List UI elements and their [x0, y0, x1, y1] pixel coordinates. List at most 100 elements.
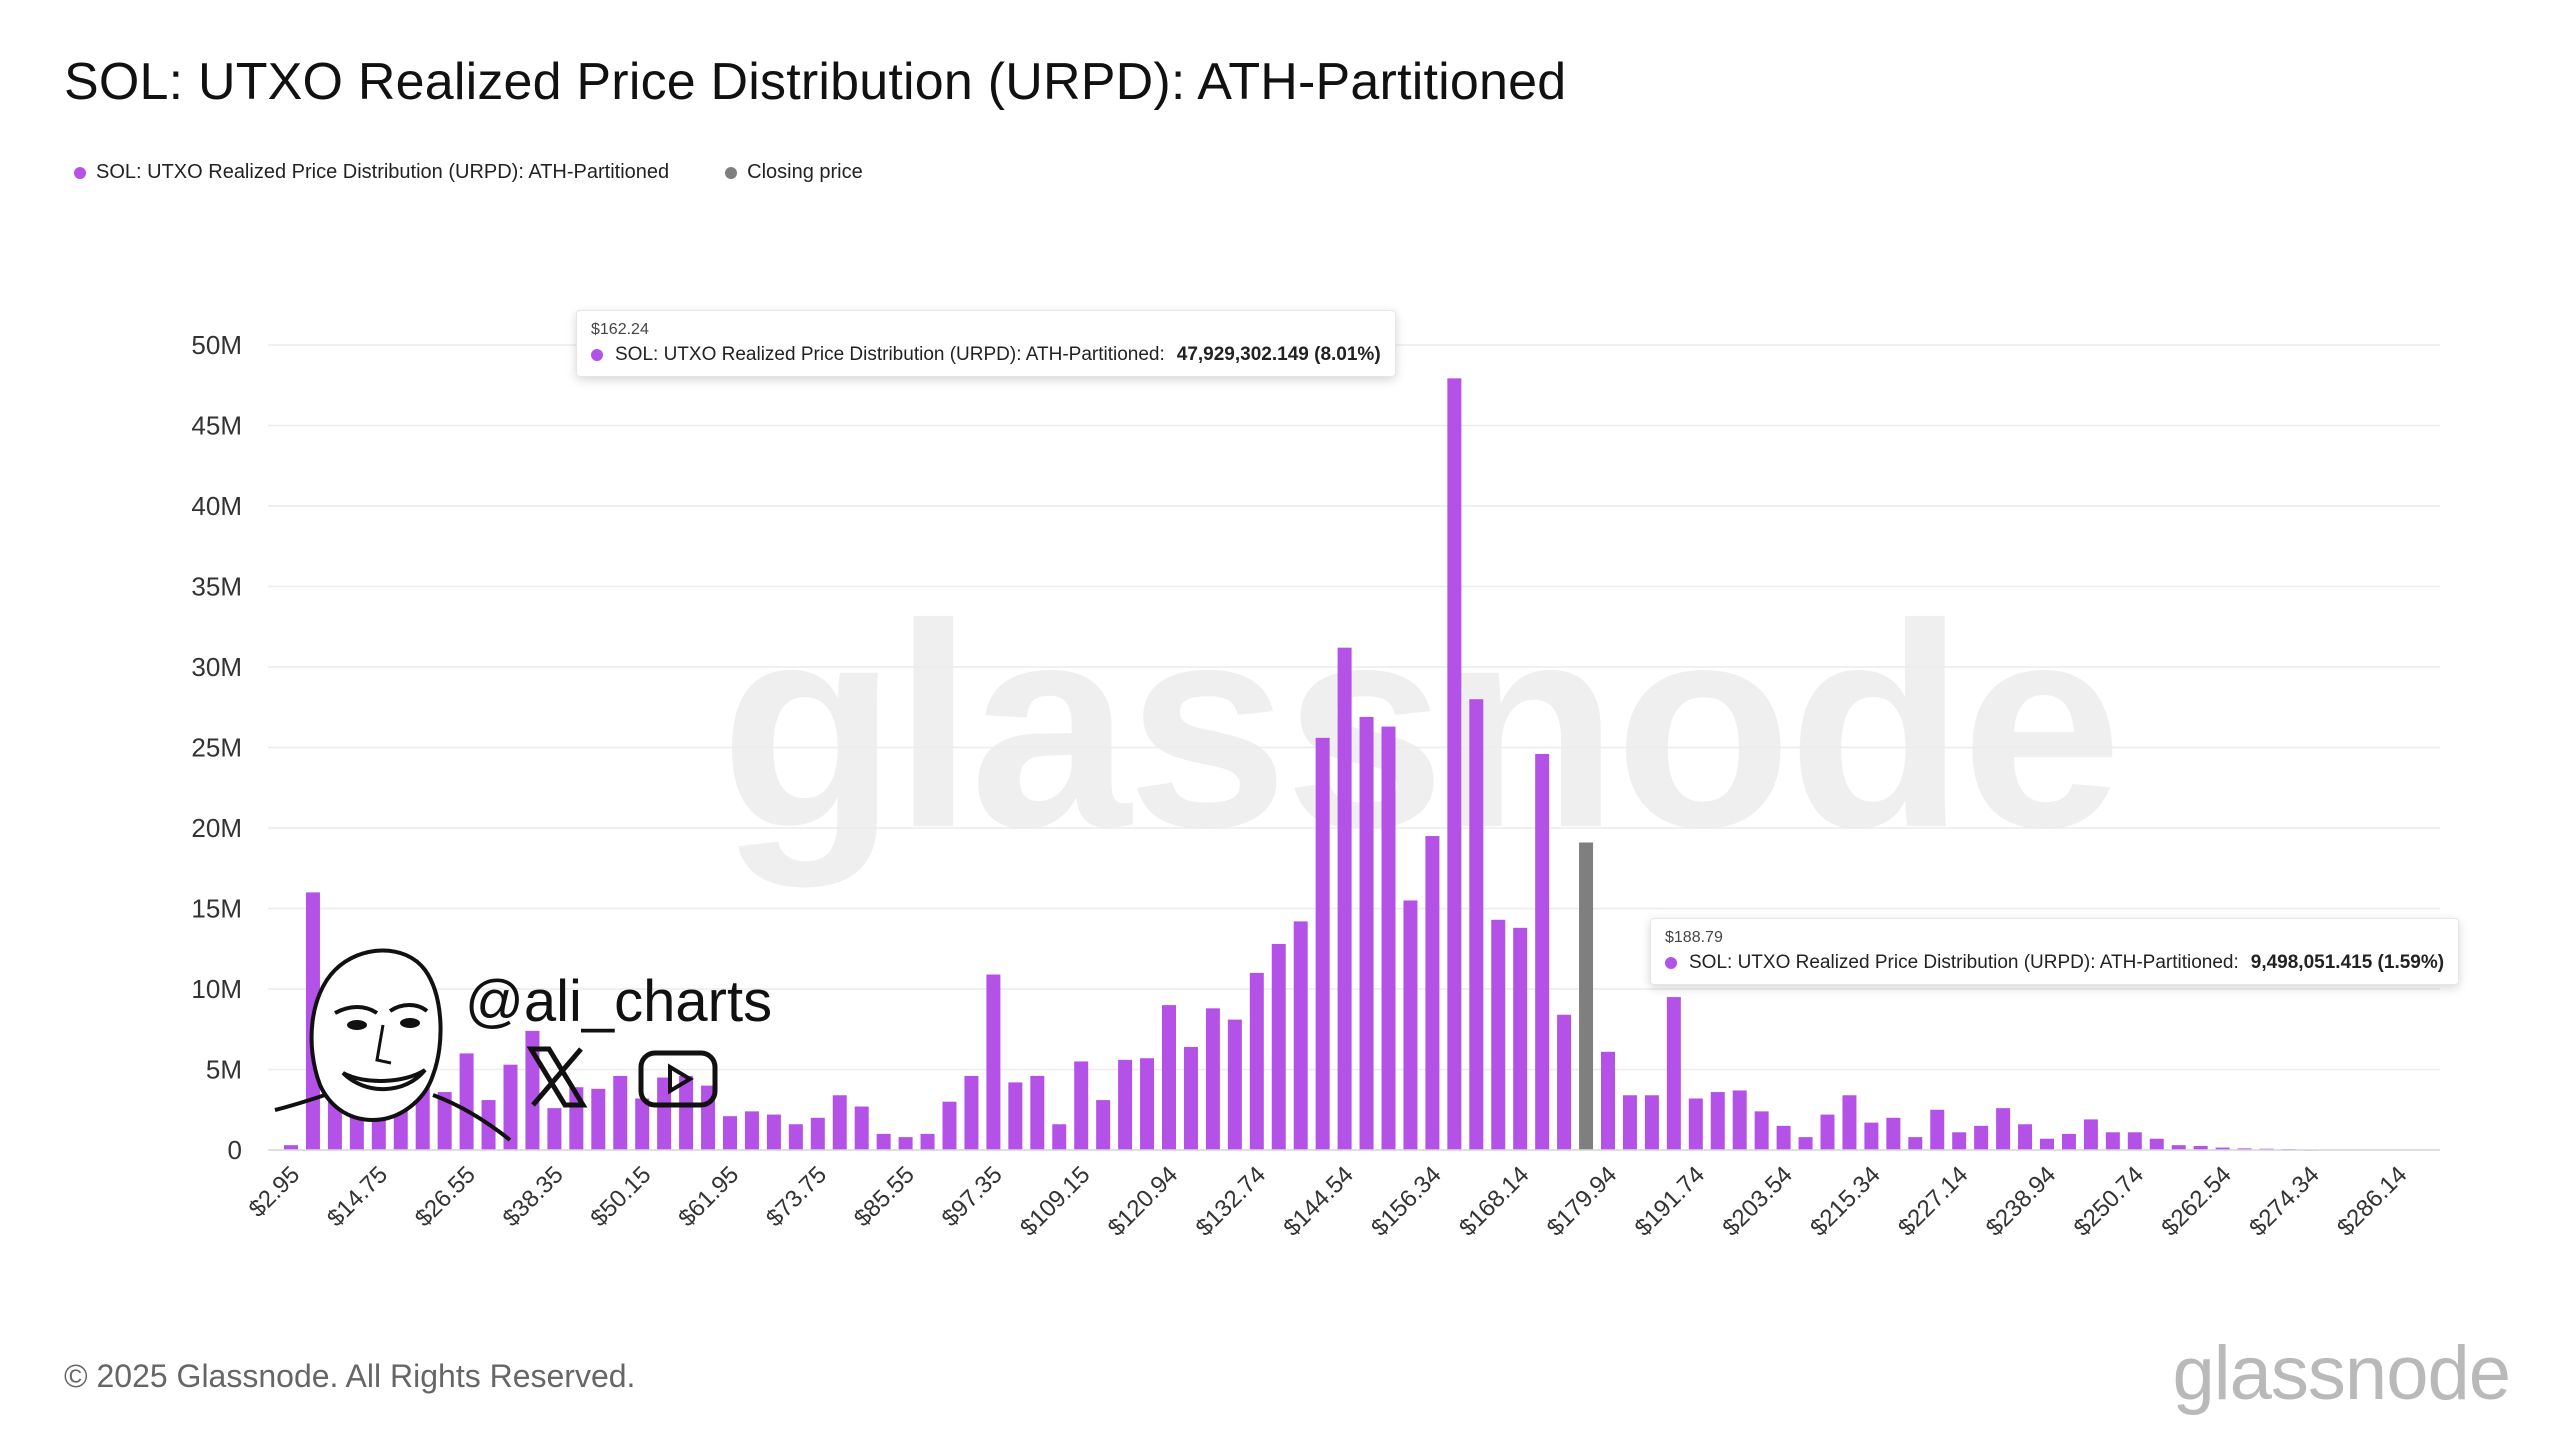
urpd-bar[interactable]	[657, 1077, 672, 1150]
urpd-bar[interactable]	[1732, 1090, 1747, 1150]
urpd-bar[interactable]	[1798, 1137, 1813, 1150]
urpd-bar[interactable]	[1644, 1095, 1659, 1150]
urpd-bar[interactable]	[810, 1117, 825, 1150]
urpd-bar[interactable]	[1557, 1014, 1572, 1150]
urpd-bar[interactable]	[1403, 900, 1418, 1150]
urpd-bar[interactable]	[1974, 1125, 1989, 1150]
urpd-bar[interactable]	[2127, 1132, 2142, 1150]
urpd-bar[interactable]	[459, 1053, 474, 1150]
urpd-bar[interactable]	[591, 1088, 606, 1150]
tooltip-bar-188-79: $188.79 SOL: UTXO Realized Price Distrib…	[1650, 918, 2460, 985]
urpd-bar[interactable]	[1886, 1117, 1901, 1150]
urpd-bar[interactable]	[1754, 1111, 1769, 1150]
urpd-bar[interactable]	[1491, 919, 1506, 1150]
urpd-bar[interactable]	[2040, 1138, 2054, 1150]
urpd-bar[interactable]	[2215, 1147, 2230, 1150]
urpd-bar[interactable]	[1293, 921, 1308, 1150]
urpd-bar[interactable]	[1469, 699, 1484, 1150]
urpd-bar[interactable]	[1622, 1095, 1637, 1150]
urpd-bar[interactable]	[1820, 1114, 1835, 1150]
urpd-bar[interactable]	[1864, 1122, 1879, 1150]
urpd-bar[interactable]	[547, 1108, 562, 1150]
urpd-bar[interactable]	[1996, 1108, 2011, 1150]
x-tick-label: $38.35	[498, 1161, 569, 1232]
x-tick-label: $97.35	[937, 1161, 1008, 1232]
x-tick-label: $227.14	[1893, 1161, 1973, 1241]
urpd-bar[interactable]	[1535, 753, 1550, 1150]
x-logo-icon[interactable]	[525, 1045, 589, 1109]
urpd-bar[interactable]	[1930, 1109, 1945, 1150]
urpd-bar[interactable]	[1271, 943, 1286, 1150]
urpd-bar[interactable]	[876, 1133, 891, 1150]
urpd-bar[interactable]	[2061, 1133, 2076, 1150]
urpd-bar[interactable]	[723, 1116, 737, 1150]
urpd-bar[interactable]	[942, 1101, 957, 1150]
urpd-bar[interactable]	[613, 1075, 628, 1150]
urpd-bar[interactable]	[1227, 1019, 1242, 1150]
urpd-bar[interactable]	[1337, 647, 1352, 1150]
urpd-bar[interactable]	[1030, 1075, 1045, 1150]
legend-dot-urpd	[74, 166, 86, 179]
urpd-bar[interactable]	[503, 1064, 518, 1150]
urpd-bar[interactable]	[1381, 726, 1396, 1150]
urpd-bar[interactable]	[1842, 1095, 1857, 1150]
x-tick-label: $14.75	[322, 1161, 393, 1232]
x-tick-label: $132.74	[1191, 1161, 1271, 1241]
y-tick-label: 20M	[191, 813, 242, 843]
urpd-bar[interactable]	[854, 1106, 869, 1150]
urpd-bar[interactable]	[1140, 1058, 1155, 1150]
urpd-bar[interactable]	[1074, 1061, 1089, 1150]
urpd-bar[interactable]	[744, 1111, 759, 1150]
urpd-bar[interactable]	[832, 1095, 847, 1150]
urpd-bar[interactable]	[920, 1133, 935, 1150]
urpd-bar[interactable]	[964, 1075, 979, 1150]
urpd-bar[interactable]	[1008, 1082, 1023, 1150]
tooltip-series-dot	[591, 349, 603, 361]
urpd-bar[interactable]	[2171, 1145, 2186, 1150]
urpd-bar[interactable]	[2149, 1138, 2164, 1150]
urpd-bar[interactable]	[1205, 1008, 1220, 1150]
urpd-bar[interactable]	[1425, 836, 1440, 1150]
urpd-bar[interactable]	[2105, 1132, 2120, 1150]
urpd-bar[interactable]	[1096, 1100, 1111, 1150]
urpd-bar[interactable]	[1952, 1132, 1967, 1150]
urpd-bar[interactable]	[1118, 1059, 1133, 1150]
urpd-bar[interactable]	[986, 974, 1001, 1150]
urpd-bar[interactable]	[1688, 1098, 1703, 1150]
urpd-bar[interactable]	[2237, 1148, 2252, 1150]
urpd-bar[interactable]	[1601, 1051, 1615, 1150]
brand-handle: @ali_charts	[465, 969, 773, 1034]
urpd-bar[interactable]	[788, 1124, 803, 1150]
x-tick-label: $144.54	[1278, 1161, 1358, 1241]
urpd-bar[interactable]	[1447, 378, 1462, 1150]
urpd-bar[interactable]	[898, 1137, 913, 1150]
urpd-bar[interactable]	[1908, 1137, 1923, 1150]
urpd-bar[interactable]	[1776, 1125, 1791, 1150]
urpd-bar[interactable]	[1052, 1124, 1067, 1150]
closing-price-bar[interactable]	[1579, 842, 1594, 1150]
urpd-bar[interactable]	[2193, 1145, 2208, 1150]
urpd-bar[interactable]	[1359, 716, 1374, 1150]
x-tick-label: $26.55	[410, 1161, 481, 1232]
x-axis: $2.95 $14.75 $26.55 $38.35 $50.15 $61.95 $73.7…	[244, 1149, 2440, 1242]
urpd-bar[interactable]	[1666, 997, 1681, 1150]
urpd-bar[interactable]	[766, 1114, 781, 1150]
urpd-bar[interactable]	[437, 1092, 452, 1150]
footer-glassnode-logo[interactable]: glassnode	[2172, 1331, 2511, 1416]
urpd-bar[interactable]	[1315, 737, 1330, 1150]
urpd-bar[interactable]	[1162, 1005, 1176, 1150]
urpd-bar[interactable]	[1710, 1092, 1725, 1150]
urpd-bar[interactable]	[2083, 1119, 2098, 1150]
urpd-bar[interactable]	[679, 1075, 694, 1150]
urpd-bar[interactable]	[1513, 927, 1528, 1150]
ali-charts-avatar	[274, 948, 512, 1142]
urpd-bar[interactable]	[1249, 972, 1264, 1150]
urpd-bar[interactable]	[284, 1145, 298, 1150]
legend-item-closing-price[interactable]: Closing price	[725, 161, 863, 184]
urpd-bar[interactable]	[2018, 1124, 2033, 1150]
urpd-bar[interactable]	[635, 1098, 650, 1150]
legend-item-urpd[interactable]: SOL: UTXO Realized Price Distribution (U…	[74, 161, 669, 184]
urpd-bar[interactable]	[1183, 1046, 1198, 1150]
legend-dot-closing-price	[725, 166, 738, 179]
youtube-logo-icon[interactable]	[638, 1050, 718, 1108]
